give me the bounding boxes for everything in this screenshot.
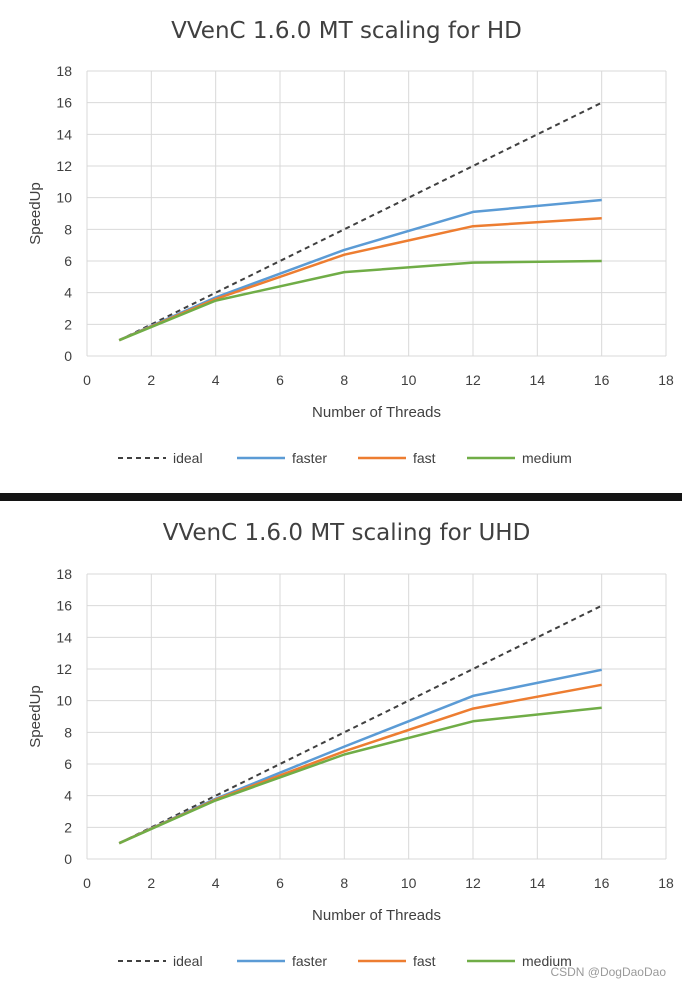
- x-tick-label: 2: [147, 372, 155, 388]
- y-tick-label: 2: [64, 819, 72, 835]
- y-tick-label: 10: [56, 693, 72, 709]
- legend-label-fast: fast: [413, 450, 436, 466]
- chart-hd: VVenC 1.6.0 MT scaling for HD 0 2 4 6 8 10 12 14…: [27, 18, 674, 466]
- legend-label-faster: faster: [292, 953, 327, 969]
- x-tick-label: 0: [83, 372, 91, 388]
- y-tick-label: 16: [56, 598, 72, 614]
- x-tick-label: 12: [465, 372, 481, 388]
- x-tick-label: 12: [465, 875, 481, 891]
- y-tick-label: 6: [64, 253, 72, 269]
- x-axis-label: Number of Threads: [312, 404, 441, 421]
- series-line-faster: [118, 668, 602, 845]
- x-axis-label: Number of Threads: [312, 907, 441, 924]
- x-tick-label: 4: [212, 875, 220, 891]
- y-tick-label: 8: [64, 221, 72, 237]
- x-tick-label: 16: [594, 372, 610, 388]
- y-tick-label: 10: [56, 190, 72, 206]
- legend-label-fast: fast: [413, 953, 436, 969]
- y-tick-label: 12: [56, 158, 72, 174]
- chart-title: VVenC 1.6.0 MT scaling for UHD: [163, 520, 531, 546]
- series-line-ideal: [118, 604, 603, 845]
- y-tick-label: 12: [56, 661, 72, 677]
- legend-label-faster: faster: [292, 450, 327, 466]
- y-tick-label: 18: [56, 63, 72, 79]
- y-tick-label: 18: [56, 566, 72, 582]
- series-line-medium: [118, 259, 602, 342]
- y-tick-label: 4: [64, 285, 72, 301]
- watermark-text: CSDN @DogDaoDao: [550, 965, 666, 979]
- x-tick-label: 0: [83, 875, 91, 891]
- chart-divider: [0, 493, 682, 501]
- x-tick-label: 18: [658, 875, 674, 891]
- y-tick-label: 4: [64, 788, 72, 804]
- x-tick-label: 6: [276, 372, 284, 388]
- x-tick-label: 4: [212, 372, 220, 388]
- y-tick-label: 14: [56, 126, 72, 142]
- x-tick-label: 8: [340, 875, 348, 891]
- y-tick-label: 16: [56, 95, 72, 111]
- x-tick-label: 14: [530, 372, 546, 388]
- chart-title: VVenC 1.6.0 MT scaling for HD: [171, 18, 522, 44]
- x-tick-label: 6: [276, 875, 284, 891]
- y-tick-label: 0: [64, 348, 72, 364]
- legend-label-ideal: ideal: [173, 953, 203, 969]
- x-tick-label: 10: [401, 372, 417, 388]
- x-tick-label: 18: [658, 372, 674, 388]
- x-tick-label: 2: [147, 875, 155, 891]
- legend-label-ideal: ideal: [173, 450, 203, 466]
- y-tick-label: 0: [64, 851, 72, 867]
- y-tick-label: 6: [64, 756, 72, 772]
- y-tick-label: 2: [64, 316, 72, 332]
- series-line-fast: [118, 217, 602, 342]
- x-tick-label: 10: [401, 875, 417, 891]
- y-axis-label: SpeedUp: [27, 685, 44, 748]
- x-tick-label: 16: [594, 875, 610, 891]
- y-axis-label: SpeedUp: [27, 182, 44, 245]
- chart-uhd: VVenC 1.6.0 MT scaling for UHD 0 2 4 6 8 10 12 1…: [27, 520, 674, 969]
- y-tick-label: 14: [56, 629, 72, 645]
- series-line-medium: [118, 706, 602, 845]
- x-tick-label: 14: [530, 875, 546, 891]
- y-tick-label: 8: [64, 724, 72, 740]
- legend-label-medium: medium: [522, 953, 572, 969]
- legend-label-medium: medium: [522, 450, 572, 466]
- x-tick-label: 8: [340, 372, 348, 388]
- series-line-ideal: [118, 101, 603, 342]
